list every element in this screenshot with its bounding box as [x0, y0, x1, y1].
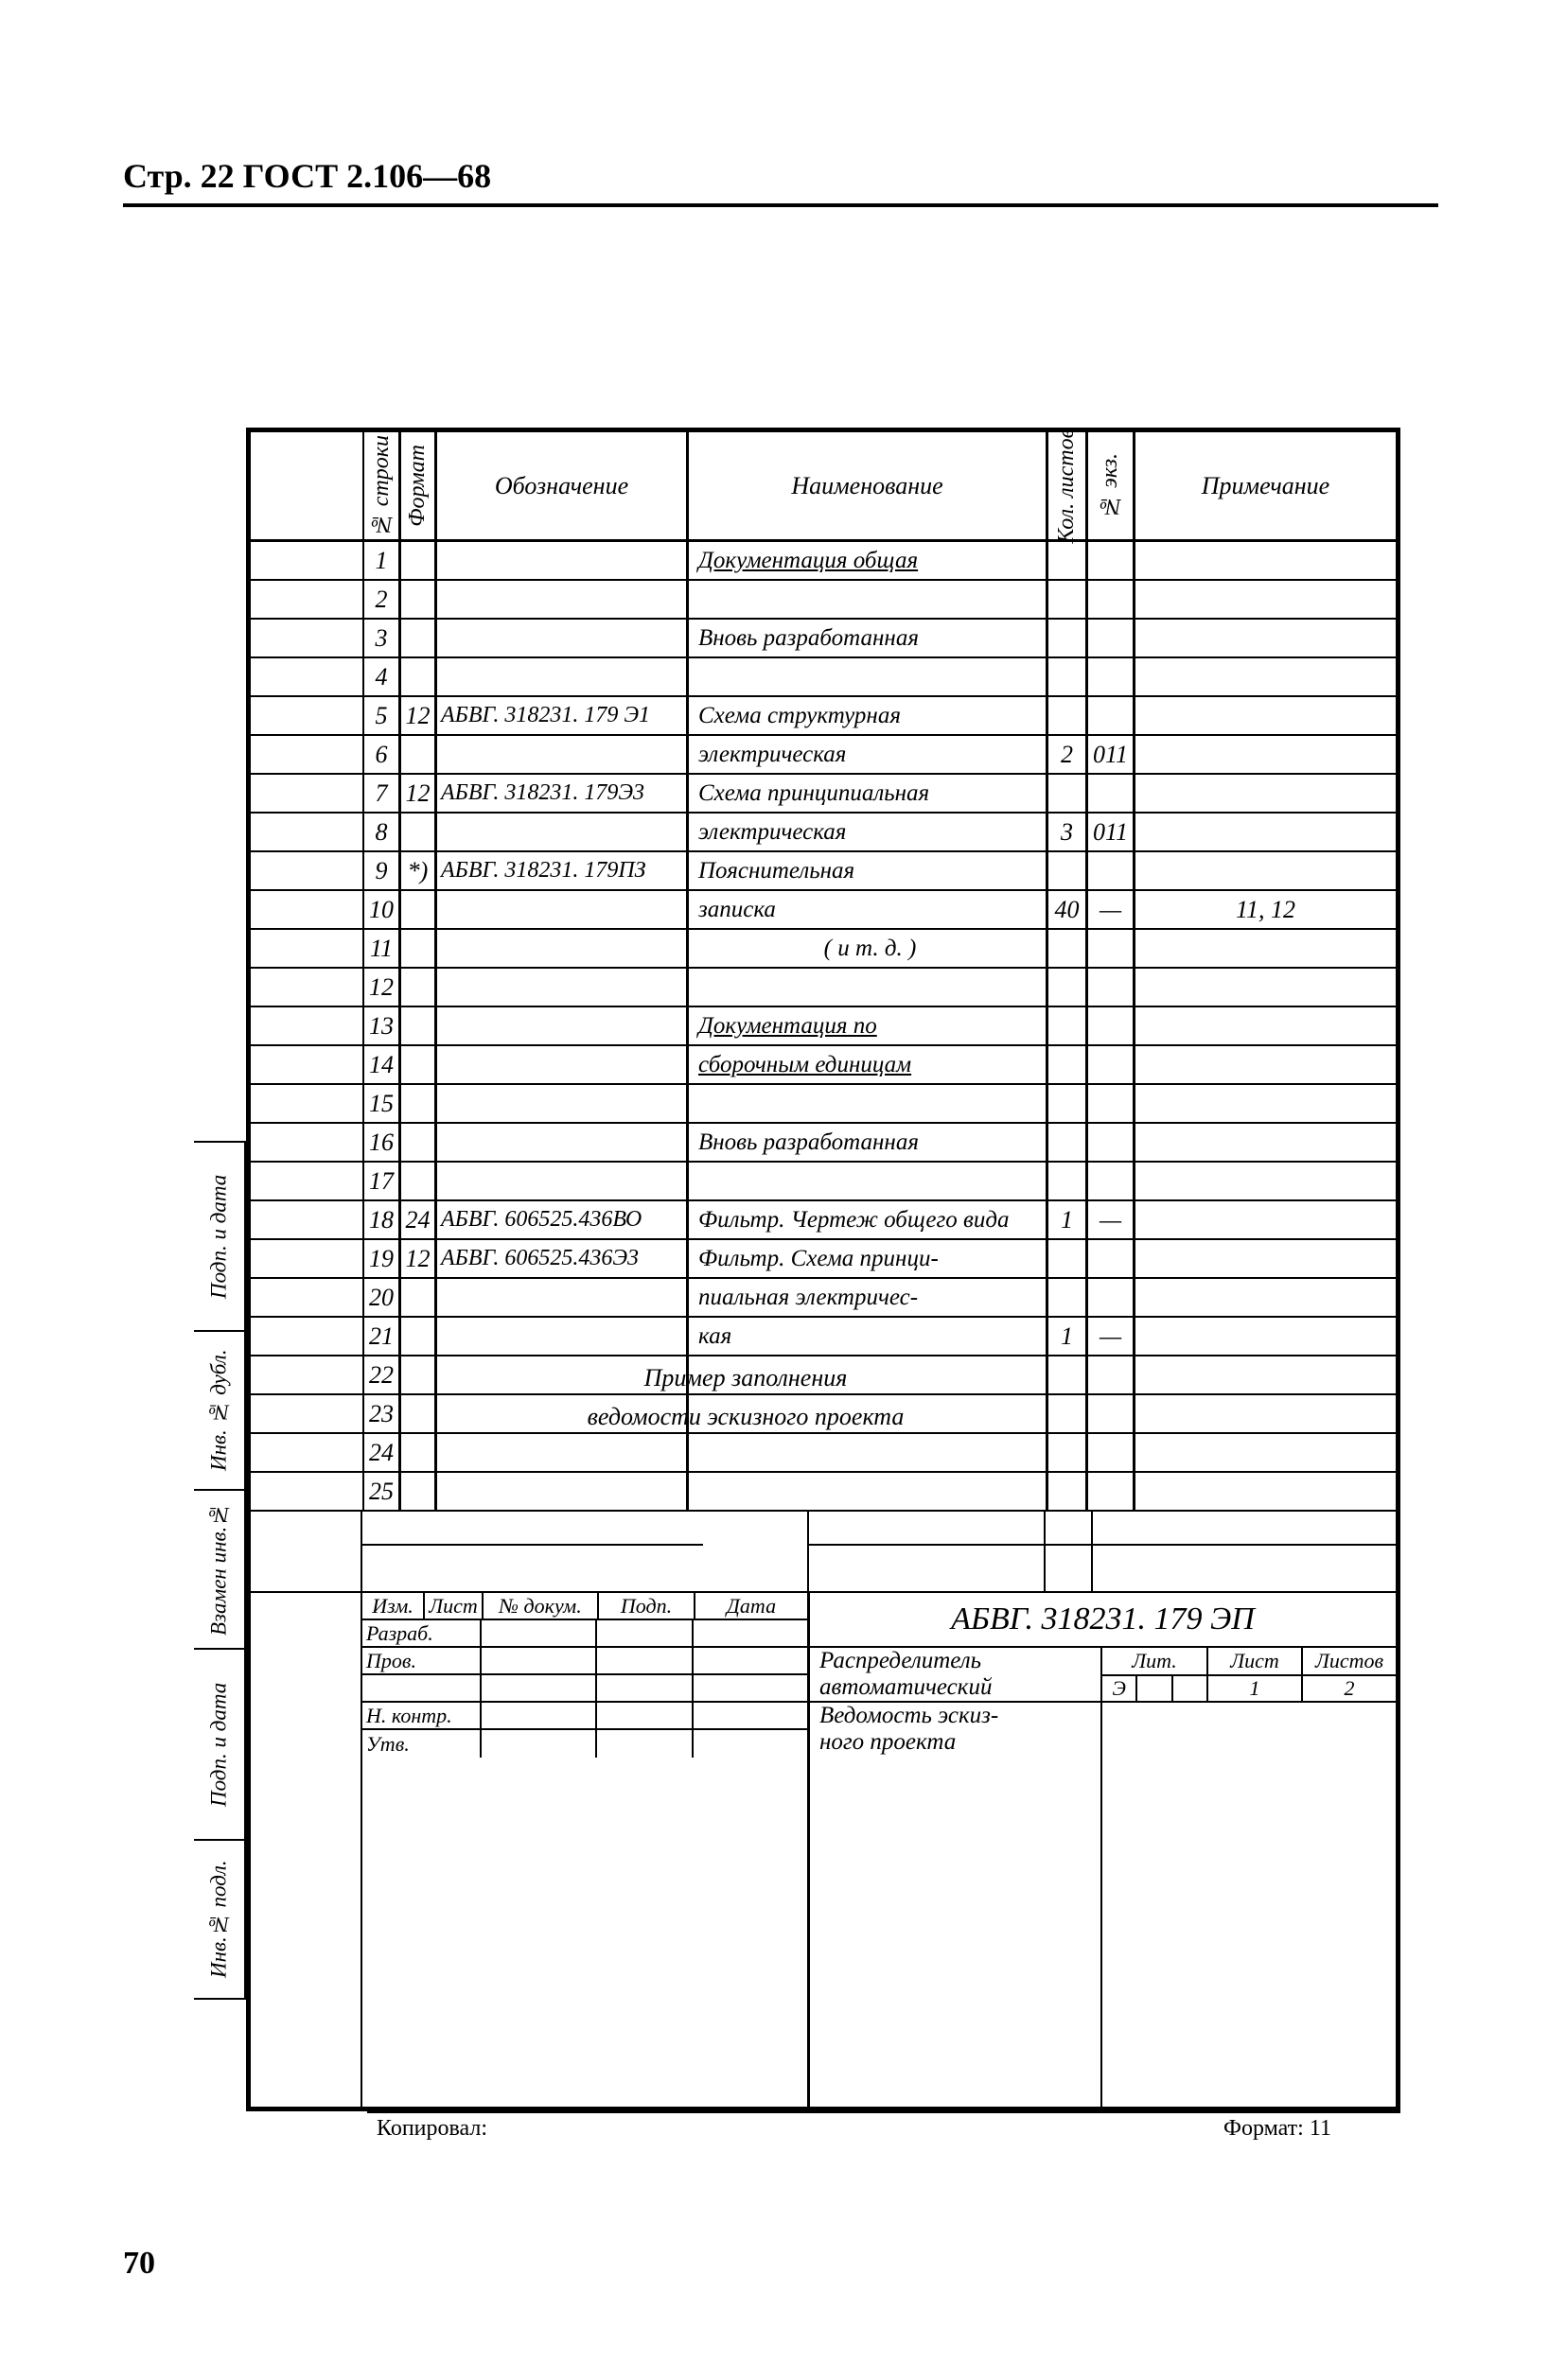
gap-block: [251, 1512, 1396, 1593]
role-row: Утв.: [362, 1730, 807, 1758]
role-row: [362, 1675, 807, 1703]
table-row: 20пиальная электричес-: [251, 1279, 1396, 1318]
side-labels: Подп. и датаИнв. № дубл.Взамен инв.№Подп…: [194, 1141, 246, 2111]
side-label: Подп. и дата: [194, 1650, 246, 1841]
rev-header-row: Изм. Лист № докум. Подп. Дата: [362, 1593, 807, 1620]
table-row: 25: [251, 1473, 1396, 1512]
page-header: Стр. 22 ГОСТ 2.106—68: [123, 156, 1443, 196]
table-row: 1Документация общая: [251, 542, 1396, 581]
table-row: 24: [251, 1434, 1396, 1473]
footer-copied: Копировал:: [367, 2113, 1154, 2144]
table-row: 6электрическая2011: [251, 736, 1396, 775]
merged-example-text: Пример заполнения: [440, 1364, 1051, 1392]
rev-h-izm: Изм.: [362, 1593, 423, 1619]
sheet-block: Лист 1: [1206, 1648, 1301, 1701]
rev-h-date: Дата: [694, 1593, 807, 1619]
table-body: 1Документация общая23Вновь разработанная…: [251, 542, 1396, 1512]
merged-example-text: ведомости эскизного проекта: [440, 1403, 1051, 1431]
page: Стр. 22 ГОСТ 2.106—68 Подп. и датаИнв. №…: [0, 0, 1566, 2380]
title-main: Распределитель автоматический: [810, 1648, 1100, 1701]
side-label: Инв.№ подл.: [194, 1841, 246, 2000]
title-empty-block: [1100, 1703, 1396, 2107]
gap-mid: [362, 1512, 1396, 1591]
title-block: Изм. Лист № докум. Подп. Дата Разраб.Про…: [251, 1593, 1396, 2107]
frame-footer: Копировал: Формат: 11: [367, 2111, 1400, 2144]
side-label: Взамен инв.№: [194, 1491, 246, 1650]
table-row: 14сборочным единицам: [251, 1046, 1396, 1085]
role-row: Пров.: [362, 1648, 807, 1675]
table-row: 15: [251, 1085, 1396, 1124]
col-qty-sheets: Кол. листов: [1046, 432, 1085, 539]
stamp-revision: Изм. Лист № докум. Подп. Дата Разраб.Про…: [362, 1593, 807, 2107]
table-row: 16Вновь разработанная: [251, 1124, 1396, 1163]
sheets-block: Листов 2: [1301, 1648, 1396, 1701]
table-row: 712АБВГ. 318231. 179Э3Схема принципиальн…: [251, 775, 1396, 814]
table-header: № строки Формат Обозначение Наименование…: [251, 432, 1396, 542]
page-header-standard: ГОСТ 2.106—68: [243, 157, 491, 195]
page-header-prefix: Стр. 22: [123, 157, 243, 195]
footer-format: Формат: 11: [1154, 2113, 1400, 2144]
title-row-1: Распределитель автоматический Лит. Э: [810, 1648, 1396, 1703]
roles-block: Разраб.Пров. Н. контр.Утв.: [362, 1620, 807, 1758]
table-row: 1912АБВГ. 606525.436Э3Фильтр. Схема прин…: [251, 1240, 1396, 1279]
table-row: 3Вновь разработанная: [251, 620, 1396, 658]
col-row-no: № строки: [362, 432, 398, 539]
header-spacer: [251, 432, 362, 539]
title-continued: Ведомость эскиз- ного проекта: [810, 1703, 1100, 2107]
stamp-left: [251, 1593, 362, 2107]
role-row: Разраб.: [362, 1620, 807, 1648]
table-row: 4: [251, 658, 1396, 697]
document-frame: № строки Формат Обозначение Наименование…: [246, 428, 1400, 2111]
table-row: 21кая1—: [251, 1318, 1396, 1356]
col-format: Формат: [398, 432, 434, 539]
table-row: 1824АБВГ. 606525.436ВОФильтр. Чертеж общ…: [251, 1201, 1396, 1240]
rev-h-sign: Подп.: [597, 1593, 694, 1619]
col-name: Наименование: [686, 432, 1046, 539]
document-code: АБВГ. 318231. 179 ЭП: [810, 1593, 1396, 1648]
table-row: 13Документация по: [251, 1007, 1396, 1046]
role-row: Н. контр.: [362, 1703, 807, 1730]
col-copy-no: № экз.: [1085, 432, 1133, 539]
table-row: 10записка40—11, 12: [251, 891, 1396, 930]
side-label: Инв. № дубл.: [194, 1332, 246, 1491]
table-row: 512АБВГ. 318231. 179 Э1Схема структурная: [251, 697, 1396, 736]
table-row: 17: [251, 1163, 1396, 1201]
rev-h-list: Лист: [423, 1593, 482, 1619]
header-rule: [123, 203, 1438, 207]
title-row-2: Ведомость эскиз- ного проекта: [810, 1703, 1396, 2107]
table-row: 9*)АБВГ. 318231. 179ПЗПояснительная: [251, 852, 1396, 891]
col-note: Примечание: [1133, 432, 1396, 539]
lit-value: Э: [1102, 1676, 1135, 1701]
rev-h-docno: № докум.: [482, 1593, 597, 1619]
lit-block: Лит. Э: [1100, 1648, 1206, 1701]
col-designation: Обозначение: [434, 432, 686, 539]
table-row: 11( и т. д. ): [251, 930, 1396, 969]
side-label: Подп. и дата: [194, 1141, 246, 1332]
table-row: 8электрическая3011: [251, 814, 1396, 852]
table-row: 2: [251, 581, 1396, 620]
document-frame-wrap: Подп. и датаИнв. № дубл.Взамен инв.№Подп…: [246, 428, 1400, 2111]
gap-left: [251, 1512, 362, 1591]
table-row: 12: [251, 969, 1396, 1007]
page-number: 70: [123, 2246, 155, 2282]
stamp-right: АБВГ. 318231. 179 ЭП Распределитель авто…: [807, 1593, 1396, 2107]
